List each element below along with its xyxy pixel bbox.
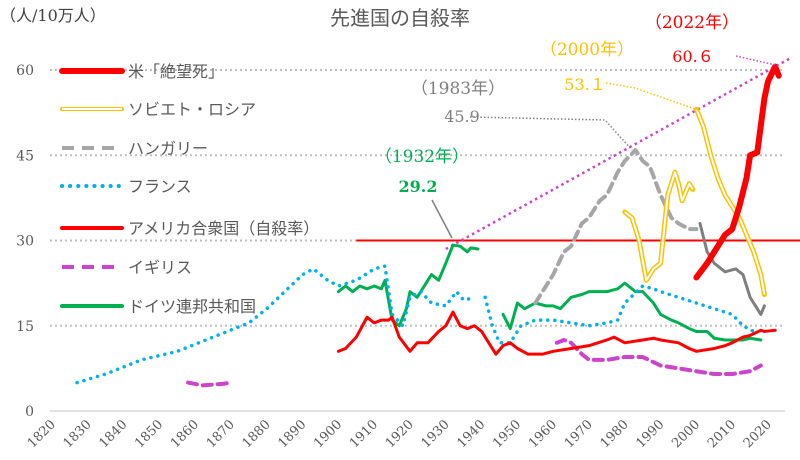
annotation-leader (735, 55, 781, 67)
x-tick-label: 1960 (526, 417, 560, 451)
series-line (336, 310, 777, 356)
annotation-year: （2000年） (540, 40, 634, 60)
x-tick-label: 1830 (61, 417, 95, 451)
chart-title: 先進国の自殺率 (330, 6, 470, 30)
x-tick-label: 1990 (633, 417, 667, 451)
legend-label: アメリカ合衆国（自殺率） (128, 219, 319, 238)
legend-label: イギリス (128, 258, 192, 277)
x-tick-label: 1910 (347, 417, 381, 451)
x-tick-label: 1920 (383, 417, 417, 451)
series-line-inner (624, 171, 694, 282)
x-tick-label: 2010 (705, 417, 739, 451)
y-tick-label: 60 (16, 63, 34, 79)
annotation-leader (605, 82, 699, 111)
legend-label: フランス (128, 177, 192, 196)
x-tick-label: 1870 (204, 417, 238, 451)
series-line (533, 148, 699, 306)
annotation-year: （2022年） (645, 13, 739, 33)
x-tick-label: 1970 (562, 417, 596, 451)
y-tick-label: 0 (25, 404, 34, 420)
x-tick-label: 1850 (132, 417, 166, 451)
y-tick-label: 30 (16, 234, 34, 250)
x-tick-label: 2000 (669, 417, 703, 451)
x-tick-label: 1840 (96, 417, 130, 451)
x-tick-label: 1820 (25, 417, 59, 451)
y-axis-label: （人/10万人） (0, 6, 106, 25)
legend-label: ドイツ連邦共和国 (128, 297, 256, 316)
annotation-value: 53.１ (564, 75, 605, 94)
x-tick-label: 1880 (240, 417, 274, 451)
x-tick-label: 1940 (454, 417, 488, 451)
annotation-value: 45.9 (444, 107, 480, 126)
series-line (693, 63, 782, 281)
x-tick-label: 1900 (311, 417, 345, 451)
annotation-leader (431, 199, 453, 239)
annotation-value: 29.2 (399, 177, 438, 196)
x-tick-label: 2020 (741, 417, 775, 451)
x-tick-label: 1860 (168, 417, 202, 451)
annotation-leader (469, 116, 633, 151)
x-tick-label: 1950 (490, 417, 524, 451)
x-tick-label: 1930 (419, 417, 453, 451)
y-tick-label: 15 (16, 319, 34, 335)
annotation-value: 60.６ (672, 47, 713, 66)
series-line (501, 281, 763, 342)
series-line (336, 243, 480, 328)
annotation-year: （1983年） (411, 79, 505, 99)
legend-label: ソビエト・ロシア (128, 100, 256, 119)
series-line (75, 264, 477, 385)
x-tick-label: 1890 (275, 417, 309, 451)
legend-label: ハンガリー (128, 139, 208, 158)
legend-label: 米「絶望死」 (128, 62, 224, 81)
series-line (186, 380, 233, 388)
annotation-year: （1932年） (375, 147, 469, 167)
series-line (483, 284, 756, 345)
series-line-inner (695, 108, 766, 295)
x-tick-label: 1980 (598, 417, 632, 451)
y-tick-label: 45 (16, 148, 34, 164)
series-line (698, 221, 766, 316)
